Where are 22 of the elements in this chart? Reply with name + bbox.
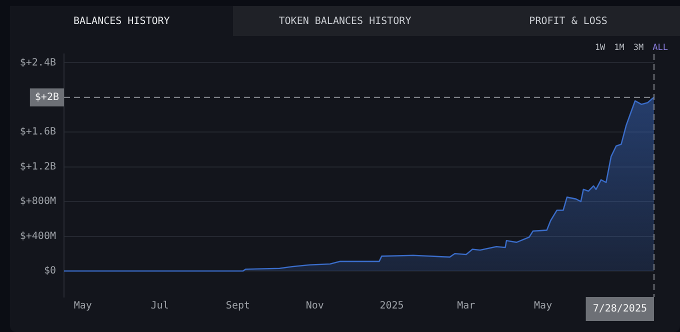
y-tick-label: $+1.2B: [20, 161, 56, 172]
x-tick-label: Nov: [306, 300, 324, 312]
text: ALL: [652, 43, 668, 53]
y-tick-label: $+1.6B: [20, 126, 56, 138]
ref-line-label: $+2B: [34, 92, 60, 103]
text: TOKEN BALANCES HISTORY: [233, 6, 457, 36]
text: BALANCES HISTORY: [10, 6, 234, 36]
y-tick-label: $+2.4B: [20, 57, 56, 68]
y-tick-label: $0: [44, 266, 56, 277]
x-tick-label: 2025: [380, 300, 404, 312]
x-tick-label: Jul: [150, 300, 169, 312]
text: 1W: [594, 43, 606, 53]
y-tick-label: $+800M: [20, 196, 56, 208]
x-tick-label: Mar: [457, 300, 476, 312]
x-tick-label: May: [74, 300, 92, 312]
text: 3M: [633, 43, 644, 53]
ref-line-label: 7/28/2025: [592, 304, 647, 315]
x-tick-label: Sept: [226, 300, 250, 312]
y-tick-label: $+400M: [20, 230, 56, 242]
text: 1M: [614, 43, 624, 53]
x-tick-label: May: [534, 300, 552, 312]
text: PROFIT & LOSS: [456, 6, 680, 36]
